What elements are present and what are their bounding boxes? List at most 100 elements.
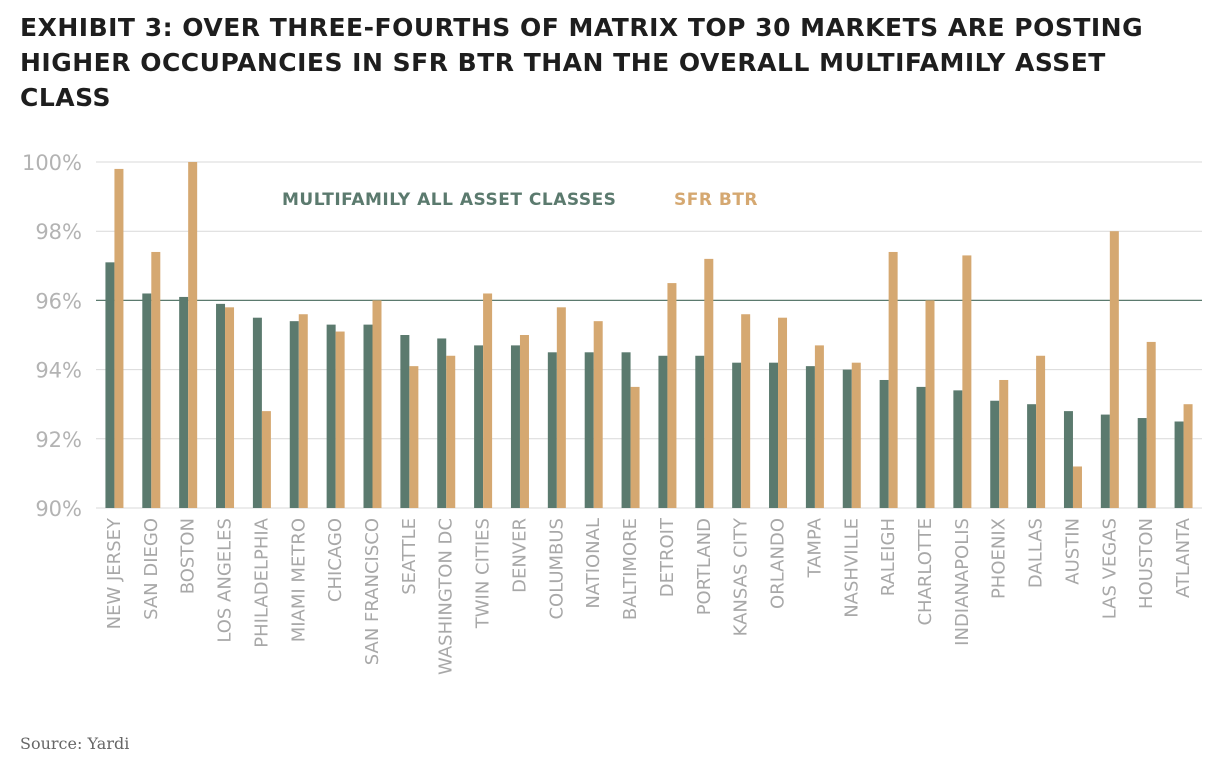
sfr-btr-bar [261,411,271,508]
multifamily-bar [953,390,963,508]
multifamily-bar [916,386,926,508]
source-note: Source: Yardi [20,734,130,753]
y-tick-label: 98% [35,220,82,244]
multifamily-bar [1137,418,1147,508]
bars [105,162,1193,509]
y-tick-label: 100% [22,151,82,175]
multifamily-bar [1027,404,1037,508]
sfr-btr-bar [814,345,824,508]
multifamily-bar [695,355,705,508]
x-tick-label: DALLAS [1026,518,1047,588]
x-axis-ticks: NEW JERSEY SAN DIEGO BOSTON LOS ANGELES PHIL… [104,517,1194,675]
sfr-btr-bar [114,168,124,509]
sfr-btr-bar [335,331,345,508]
sfr-btr-bar [1146,341,1156,508]
y-tick-label: 94% [35,359,82,383]
multifamily-bar [584,352,594,508]
sfr-btr-bar [151,251,161,508]
multifamily-bar [510,345,520,508]
x-tick-label: TAMPA [804,517,825,578]
sfr-btr-bar [1109,231,1119,508]
sfr-btr-bar [519,335,529,508]
x-tick-label: PHILADELPHIA [251,517,272,647]
sfr-btr-bar [1072,466,1082,508]
multifamily-bar [732,362,742,508]
multifamily-bar [437,338,447,508]
multifamily-bar [1100,414,1110,508]
multifamily-bar [289,321,299,508]
x-tick-label: SEATTLE [399,518,420,595]
x-tick-label: AUSTIN [1062,518,1083,585]
x-tick-label: LOS ANGELES [215,518,236,643]
sfr-btr-bar [298,314,308,508]
multifamily-bar [547,352,557,508]
sfr-btr-bar [704,258,714,508]
sfr-btr-bar [851,362,861,508]
sfr-btr-bar [225,307,235,508]
y-axis-ticks: 90% 92% 94% 96% 98% 100% [22,151,82,521]
x-tick-label: CHICAGO [325,518,346,602]
chart-title: EXHIBIT 3: OVER THREE-FOURTHS OF MATRIX … [20,13,1144,112]
x-tick-label: ORLANDO [768,518,789,609]
bar-chart: 90% 92% 94% 96% 98% 100% NEW JERSEY SAN DIEGO B… [22,151,1202,675]
x-tick-label: PORTLAND [694,518,715,615]
sfr-btr-bar [667,283,677,508]
x-tick-label: HOUSTON [1136,518,1157,609]
x-tick-label: KANSAS CITY [731,517,752,636]
sfr-btr-bar [483,293,493,508]
x-tick-label: MIAMI METRO [288,518,309,642]
sfr-btr-bar [1036,355,1046,508]
sfr-btr-bar [925,300,935,508]
multifamily-bar [216,303,226,508]
x-tick-label: DETROIT [657,517,678,597]
sfr-btr-bar [409,366,419,508]
multifamily-bar [252,317,262,508]
multifamily-bar [879,379,889,508]
x-tick-label: WASHINGTON DC [436,518,457,675]
x-tick-label: ATLANTA [1173,517,1194,598]
x-tick-label: COLUMBUS [546,518,567,620]
multifamily-bar [990,400,1000,508]
y-tick-label: 96% [35,289,82,313]
multifamily-bar [1174,421,1184,508]
multifamily-bar [363,324,373,508]
legend-multifamily: MULTIFAMILY ALL ASSET CLASSES [282,190,616,210]
legend: MULTIFAMILY ALL ASSET CLASSES SFR BTR [282,190,758,210]
multifamily-bar [621,352,631,508]
x-tick-label: INDIANAPOLIS [952,518,973,646]
sfr-btr-bar [962,255,972,508]
sfr-btr-bar [593,321,603,508]
x-tick-label: TWIN CITIES [473,518,494,629]
x-tick-label: NEW JERSEY [104,517,125,629]
x-tick-label: SAN FRANCISCO [362,518,383,665]
y-tick-label: 90% [35,497,82,521]
sfr-btr-bar [372,300,382,508]
multifamily-bar [105,262,115,508]
multifamily-bar [842,369,852,508]
sfr-btr-bar [556,307,566,508]
sfr-btr-bar [778,317,788,508]
multifamily-bar [769,362,779,508]
x-tick-label: PHOENIX [989,518,1010,599]
sfr-btr-bar [999,379,1009,508]
multifamily-bar [805,366,815,508]
sfr-btr-bar [630,386,640,508]
multifamily-bar [474,345,484,508]
x-tick-label: DENVER [509,518,530,593]
legend-sfr-btr: SFR BTR [674,190,758,210]
y-tick-label: 92% [35,428,82,452]
multifamily-bar [400,335,410,508]
x-tick-label: RALEIGH [878,518,899,596]
x-tick-label: LAS VEGAS [1099,518,1120,619]
sfr-btr-bar [446,355,456,508]
x-tick-label: CHARLOTTE [915,518,936,626]
sfr-btr-bar [188,162,198,508]
x-tick-label: NATIONAL [583,518,604,609]
sfr-btr-bar [741,314,751,508]
multifamily-bar [1063,411,1073,508]
multifamily-bar [179,296,189,508]
x-tick-label: BALTIMORE [620,518,641,620]
multifamily-bar [142,293,152,508]
sfr-btr-bar [1183,404,1193,508]
multifamily-bar [658,355,668,508]
